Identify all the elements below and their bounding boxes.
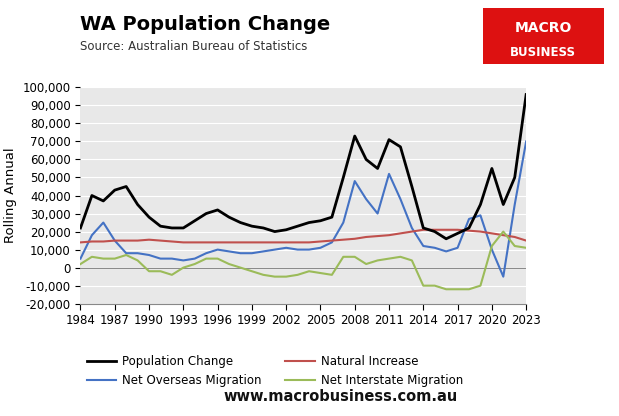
Text: BUSINESS: BUSINESS (510, 46, 576, 59)
Legend: Population Change, Net Overseas Migration, Natural Increase, Net Interstate Migr: Population Change, Net Overseas Migratio… (82, 351, 467, 392)
Text: www.macrobusiness.com.au: www.macrobusiness.com.au (223, 389, 457, 404)
Text: Source: Australian Bureau of Statistics: Source: Australian Bureau of Statistics (80, 40, 308, 52)
Text: MACRO: MACRO (514, 21, 572, 35)
Text: WA Population Change: WA Population Change (80, 15, 331, 34)
Y-axis label: Rolling Annual: Rolling Annual (4, 148, 17, 243)
